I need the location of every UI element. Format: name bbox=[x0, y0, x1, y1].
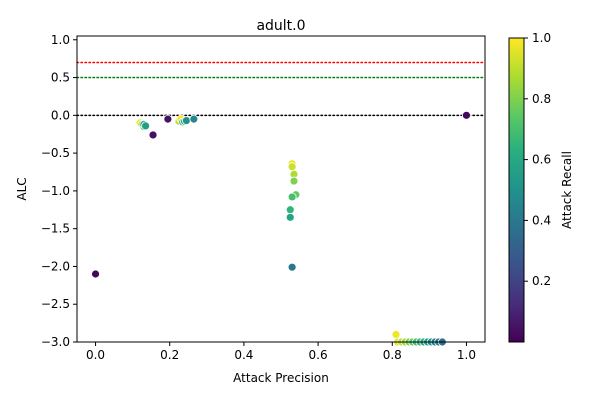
colorbar-tick-label: 0.8 bbox=[532, 92, 551, 106]
plot-frame bbox=[76, 35, 486, 343]
y-tick-label: −2.5 bbox=[41, 297, 70, 311]
scatter-point bbox=[141, 121, 151, 131]
x-tick-label: 0.4 bbox=[234, 348, 253, 362]
reference-lines bbox=[76, 61, 486, 117]
x-tick-label: 0.0 bbox=[86, 348, 105, 362]
scatter-point bbox=[189, 114, 199, 124]
y-tick-label: −0.5 bbox=[41, 146, 70, 160]
scatter-point bbox=[462, 110, 471, 120]
scatter-point bbox=[289, 176, 299, 186]
scatter-point bbox=[287, 262, 297, 272]
x-tick-label: 0.2 bbox=[160, 348, 179, 362]
y-axis-ticks: −3.0 −2.5 −2.0 −1.5 −1.0 −0.5 0.0 0.5 1.0 bbox=[41, 33, 77, 349]
scatter-point bbox=[391, 330, 401, 339]
colorbar-tick-label: 0.2 bbox=[532, 274, 551, 288]
colorbar-tick-label: 0.4 bbox=[532, 213, 551, 227]
y-tick-label: −2.0 bbox=[41, 259, 70, 273]
y-tick-label: −1.5 bbox=[41, 222, 70, 236]
y-tick-label: 1.0 bbox=[51, 33, 70, 47]
colorbar-tick-label: 0.6 bbox=[532, 153, 551, 167]
scatter-point bbox=[287, 162, 297, 172]
y-tick-label: 0.0 bbox=[51, 108, 70, 122]
y-tick-label: −3.0 bbox=[41, 335, 70, 349]
colorbar-ticks: 0.2 0.4 0.6 0.8 1.0 bbox=[524, 31, 551, 288]
y-axis-label: ALC bbox=[15, 177, 29, 200]
colorbar-label: Attack Recall bbox=[560, 151, 574, 229]
scatter-point bbox=[287, 192, 297, 202]
x-tick-label: 1.0 bbox=[457, 348, 476, 362]
x-tick-label: 0.8 bbox=[383, 348, 402, 362]
scatter-point bbox=[163, 114, 173, 124]
colorbar bbox=[508, 37, 525, 343]
chart-title: adult.0 bbox=[256, 18, 305, 34]
x-axis-label: Attack Precision bbox=[233, 371, 329, 385]
scatter-point bbox=[285, 205, 295, 215]
scatter-point bbox=[182, 116, 191, 126]
y-tick-label: −1.0 bbox=[41, 184, 70, 198]
colorbar-tick-label: 1.0 bbox=[532, 31, 551, 45]
data-points bbox=[91, 110, 471, 347]
x-tick-label: 0.6 bbox=[309, 348, 328, 362]
x-axis-ticks: 0.0 0.2 0.4 0.6 0.8 1.0 bbox=[86, 342, 476, 362]
y-tick-label: 0.5 bbox=[51, 71, 70, 85]
scatter-point bbox=[91, 269, 100, 279]
scatter-point bbox=[285, 212, 295, 222]
scatter-point bbox=[148, 130, 158, 140]
